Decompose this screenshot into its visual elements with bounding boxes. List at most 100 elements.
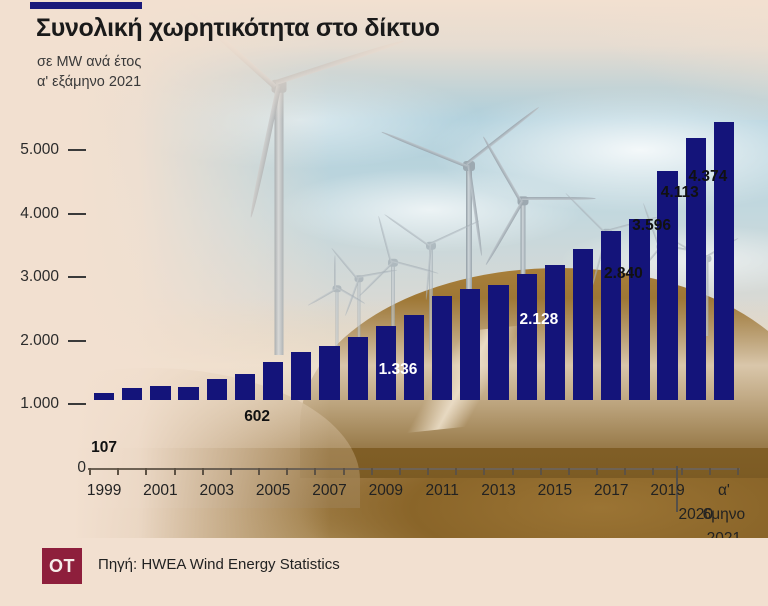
x-axis-baseline xyxy=(88,468,740,470)
bar[interactable] xyxy=(685,138,706,400)
y-axis-tick-label: 5.000 xyxy=(20,141,59,158)
bar[interactable] xyxy=(572,249,594,400)
bar-value-label: 602 xyxy=(244,407,271,425)
y-axis-tick-dash xyxy=(68,276,86,279)
y-axis-tick-dash xyxy=(68,403,86,406)
right-corner-fade xyxy=(558,0,768,120)
subtitle-line-2: α' εξάμηνο 2021 xyxy=(37,74,142,90)
x-axis-tick xyxy=(483,468,486,475)
y-axis-tick-dash xyxy=(68,148,86,151)
page-title: Συνολική χωρητικότητα στο δίκτυο xyxy=(36,14,440,42)
x-axis-tick xyxy=(567,468,570,475)
turbine-blade xyxy=(705,258,708,296)
x-axis-tick xyxy=(427,468,430,475)
bar[interactable] xyxy=(601,231,622,400)
x-axis-label: 2005 xyxy=(255,482,291,499)
x-axis-label: 2007 xyxy=(312,482,347,499)
y-axis-tick: 3.000 xyxy=(20,268,86,286)
x-axis-label: 2001 xyxy=(143,482,178,499)
x-axis-label: 2017 xyxy=(593,482,629,499)
x-axis-tick xyxy=(511,468,514,475)
x-axis-label: 2009 xyxy=(368,482,404,499)
bar-value-label: 1.336 xyxy=(378,361,418,379)
y-axis-tick-dash xyxy=(68,212,86,215)
y-axis-tick-dash xyxy=(68,339,86,342)
bar-value-label: 4.113 xyxy=(660,184,699,202)
x-axis-label: 2003 xyxy=(199,482,235,499)
bar[interactable] xyxy=(460,288,481,400)
x-axis-tick xyxy=(370,468,373,475)
subtitle-line-1: σε MW ανά έτος xyxy=(37,54,142,70)
source-note: Πηγή: HWEA Wind Energy Statistics xyxy=(98,556,340,573)
x-axis-tick xyxy=(624,468,627,475)
x-axis-tick xyxy=(596,468,599,475)
period-divider xyxy=(676,466,678,512)
x-axis-tick xyxy=(286,468,289,475)
y-axis-tick-label: 2.000 xyxy=(20,331,59,349)
accent-bar xyxy=(30,2,142,9)
bar[interactable] xyxy=(178,386,199,400)
x-axis-label: 2011 xyxy=(425,482,459,499)
bar[interactable] xyxy=(262,361,284,400)
bar[interactable] xyxy=(319,346,340,400)
bar-value-label: 2.840 xyxy=(603,265,643,283)
bar[interactable] xyxy=(291,351,312,400)
x-axis-label: 2019 xyxy=(650,482,685,499)
bar[interactable] xyxy=(403,315,425,400)
x-axis-label: α' xyxy=(717,482,730,499)
y-axis-tick-label: 3.000 xyxy=(20,268,59,286)
x-axis-tick xyxy=(201,468,204,475)
bar[interactable] xyxy=(488,284,509,400)
x-axis-tick xyxy=(258,468,261,475)
x-axis-label: 2013 xyxy=(481,482,516,499)
y-axis-tick: 5.000 xyxy=(20,141,86,159)
bar[interactable] xyxy=(516,274,537,400)
x-axis-label: 1999 xyxy=(86,482,122,499)
bar[interactable] xyxy=(234,373,256,400)
y-axis-tick: 0 xyxy=(77,459,86,477)
bar-value-label: 4.374 xyxy=(688,167,728,185)
x-axis-label: 2020 xyxy=(678,506,713,523)
x-axis-tick xyxy=(89,468,91,475)
bar[interactable] xyxy=(657,171,678,400)
y-axis: 0 1.000 2.000 3.000 4.000 5.000 xyxy=(0,0,86,538)
bar[interactable] xyxy=(629,219,650,400)
bar[interactable] xyxy=(122,387,143,400)
y-axis-tick: 4.000 xyxy=(20,205,86,223)
x-axis-tick xyxy=(117,468,120,475)
y-axis-tick: 2.000 xyxy=(20,332,86,350)
bar[interactable] xyxy=(93,393,115,400)
ot-logo: OT xyxy=(42,548,82,584)
bar-chart: 0 1.000 2.000 3.000 4.000 5.000 107 602 1.336 2.… xyxy=(0,0,746,547)
x-axis-tick xyxy=(342,468,345,475)
x-axis-tick xyxy=(314,468,317,475)
bar-value-label: 2.128 xyxy=(519,310,559,328)
x-axis-tick xyxy=(539,468,542,475)
x-axis-label: 2015 xyxy=(537,482,573,499)
bar[interactable] xyxy=(206,379,227,400)
y-axis-tick-label: 1.000 xyxy=(20,395,59,413)
x-axis-tick xyxy=(708,468,711,475)
bar-value-label: 3.596 xyxy=(632,217,671,235)
bar[interactable] xyxy=(713,121,735,400)
x-axis-tick xyxy=(229,468,232,475)
x-axis-tick xyxy=(455,468,458,475)
bar[interactable] xyxy=(150,385,171,400)
y-axis-tick-label: 0 xyxy=(77,459,86,476)
bar-value-label: 107 xyxy=(91,439,118,457)
x-axis-tick xyxy=(737,468,739,475)
x-axis-tick xyxy=(398,468,401,475)
x-axis-tick xyxy=(680,468,683,475)
x-axis-tick xyxy=(145,468,148,475)
bar[interactable] xyxy=(375,325,396,400)
bar[interactable] xyxy=(544,264,565,400)
subtitle: σε MW ανά έτος α' εξάμηνο 2021 xyxy=(37,52,141,92)
x-axis-tick xyxy=(173,468,176,475)
bar[interactable] xyxy=(432,296,453,400)
x-axis-tick xyxy=(652,468,655,475)
y-axis-tick-label: 4.000 xyxy=(20,204,59,222)
y-axis-tick: 1.000 xyxy=(20,395,86,413)
bar[interactable] xyxy=(347,337,368,400)
footer: OT Πηγή: HWEA Wind Energy Statistics xyxy=(0,538,768,606)
x-axis-label: 6μηνο xyxy=(702,506,746,523)
